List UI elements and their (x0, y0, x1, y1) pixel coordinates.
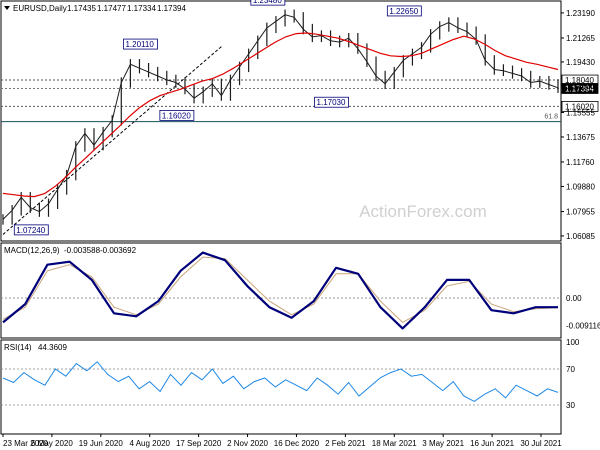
moving-average-series (2, 32, 559, 198)
fib-label: 61.8 (544, 114, 558, 121)
x-tick-label: 2 Feb 2021 (325, 439, 366, 448)
price-y-tick-label: 1.09880 (566, 182, 595, 191)
macd-main-series (2, 251, 558, 330)
price-annotation-label: 1.17030 (317, 98, 346, 107)
price-panel: ActionForex.com 1.180401.173941.1602061.… (0, 0, 599, 242)
price-annotation-label: 1.16020 (162, 111, 191, 120)
x-tick-label: 2 Nov 2020 (227, 439, 268, 448)
rsi-y-tick-label: 70 (566, 365, 575, 374)
price-ohlc-close: 1.17394 (157, 4, 186, 13)
macd-y-axis: 0.00 -0.009116 (566, 294, 600, 331)
x-tick-label: 6 May 2020 (31, 439, 73, 448)
price-annotations: 1.07240 1.20110 1.16020 1.23480 1.17030 1.226… (13, 0, 422, 236)
price-annotation-label: 1.20110 (125, 40, 154, 49)
macd-panel-frame (0, 242, 562, 339)
price-ohlc-open: 1.17435 (67, 4, 96, 13)
macd-signal-line (2, 256, 559, 324)
price-y-tick-label: 1.23190 (566, 9, 595, 18)
moving-average-line (2, 32, 559, 198)
rsi-title: RSI(14) (4, 343, 32, 352)
price-trendline (2, 46, 222, 235)
price-annotation-label: 1.07240 (16, 226, 45, 235)
price-level-tag-label: 1.18040 (565, 76, 594, 85)
price-annotation-box (386, 5, 422, 17)
x-tick-label: 30 Jul 2021 (520, 439, 562, 448)
price-title: EURUSD,Daily 1.17435 1.17477 1.17334 1.1… (4, 4, 186, 13)
price-y-tick-label: 1.15555 (566, 108, 595, 117)
price-y-tick-label: 1.17600 (566, 82, 595, 91)
price-annotation-box (314, 96, 349, 108)
price-watermark: ActionForex.com (359, 202, 487, 221)
price-y-tick-label: 1.06085 (566, 232, 595, 241)
trendline (2, 46, 222, 235)
price-title-text: EURUSD,Daily (13, 4, 67, 13)
price-close-line (2, 14, 559, 220)
macd-title: MACD(12,26,9) (4, 246, 60, 255)
macd-y-tick-label: 0.00 (566, 294, 582, 303)
macd-value-1: -0.003588 (64, 246, 101, 255)
price-y-tick-label: 1.11760 (566, 158, 595, 167)
x-tick-label: 16 Dec 2020 (274, 439, 320, 448)
price-y-tick-label: 1.21265 (566, 34, 595, 43)
price-y-axis: 1.23190 1.21265 1.19430 1.17600 1.15555 1.136… (561, 9, 595, 241)
x-tick-label: 16 Jun 2021 (470, 439, 515, 448)
x-tick-label: 23 Mar 2020 (3, 439, 48, 448)
price-ohlc-low: 1.17334 (127, 4, 156, 13)
rsi-series (2, 361, 559, 402)
price-level-tag-label: 1.17394 (565, 84, 594, 93)
price-y-tick-label: 1.07955 (566, 208, 595, 217)
price-annotation-label: 1.23480 (253, 0, 282, 5)
rsi-panel-frame (0, 339, 562, 435)
price-series (2, 9, 559, 225)
rsi-value: 44.3609 (38, 343, 67, 352)
x-tick-label: 19 Jun 2020 (79, 439, 124, 448)
price-level-tag (561, 83, 599, 94)
rsi-y-tick-label: 100 (566, 338, 580, 347)
price-ohlc-high: 1.17477 (97, 4, 126, 13)
price-annotation-label: 1.22650 (389, 7, 418, 16)
dropdown-triangle-icon (4, 6, 10, 10)
price-annotation-box (159, 109, 195, 121)
macd-panel: 0.00 -0.009116 MACD(12,26,9) -0.003588 -0… (0, 242, 600, 339)
rsi-levels (1, 368, 561, 406)
price-annotation-box (13, 224, 49, 236)
macd-y-tick-label: -0.009116 (566, 322, 600, 331)
price-annotation-box (250, 0, 286, 6)
price-y-tick-label: 1.13675 (566, 133, 595, 142)
x-tick-label: 3 May 2021 (422, 439, 464, 448)
rsi-line (2, 361, 559, 402)
x-tick-label: 18 Mar 2021 (372, 439, 417, 448)
price-level-tag (561, 100, 599, 112)
price-level-tag-label: 1.16020 (565, 102, 594, 111)
x-tick-label: 17 Sep 2020 (176, 439, 222, 448)
macd-signal-series (2, 256, 559, 324)
price-y-tick-label: 1.19430 (566, 58, 595, 67)
rsi-y-tick-label: 30 (566, 401, 575, 410)
x-tick-label: 4 Aug 2020 (129, 439, 170, 448)
rsi-y-axis: 100 70 30 (566, 338, 580, 410)
price-annotation-box (123, 38, 158, 50)
macd-value-2: -0.003692 (100, 246, 137, 255)
rsi-panel: 100 70 30 RSI(14) 44.3609 (0, 338, 580, 435)
macd-main-line (2, 251, 558, 330)
